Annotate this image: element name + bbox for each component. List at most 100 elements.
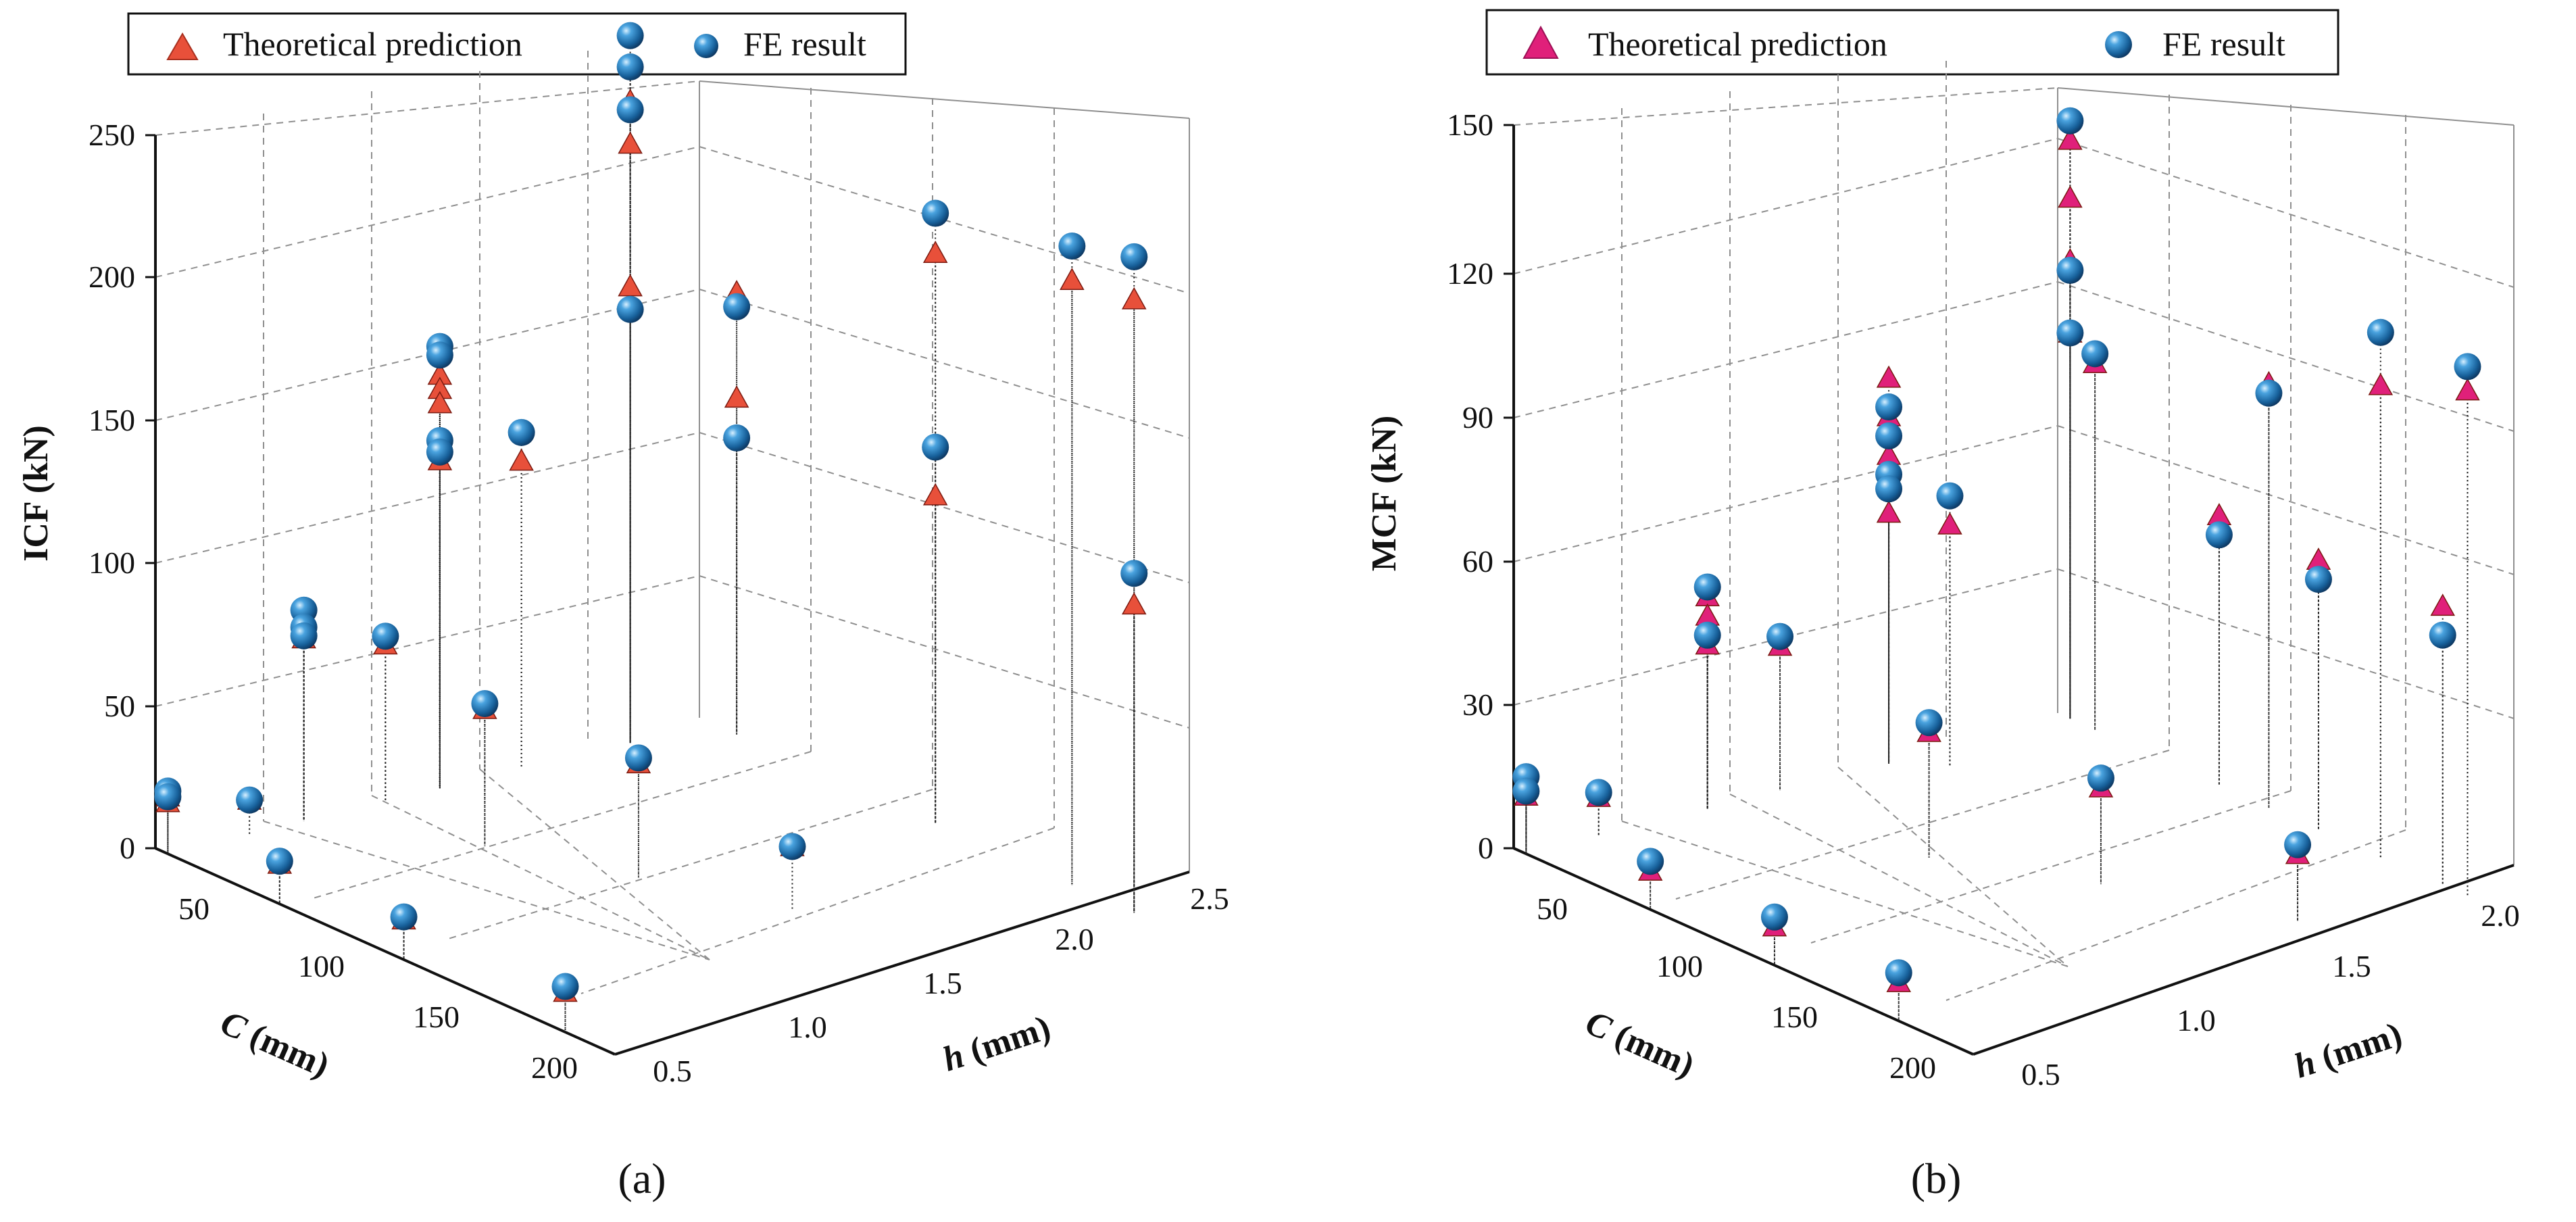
theoretical-prediction-point bbox=[1876, 365, 1902, 388]
x-axis-title-unit: (mm) bbox=[1602, 1013, 1700, 1085]
fe-result-point bbox=[2056, 319, 2084, 347]
theoretical-prediction-point bbox=[618, 274, 643, 297]
fe-result-point bbox=[616, 53, 644, 81]
fe-result-point bbox=[778, 833, 806, 860]
fe-result-point bbox=[1120, 560, 1148, 587]
theoretical-prediction-point bbox=[1937, 512, 1962, 535]
grid-a bbox=[155, 51, 1190, 1055]
fe-result-point bbox=[1915, 709, 1943, 737]
z-tick-label: 150 bbox=[1447, 107, 1493, 142]
theoretical-prediction-point bbox=[1876, 500, 1902, 523]
y-axis-title-a: h (mm) bbox=[938, 1008, 1055, 1079]
legend-b-theoretical-marker bbox=[1522, 25, 1559, 59]
fe-result-point bbox=[2255, 379, 2283, 407]
fe-result-point bbox=[723, 293, 751, 320]
x-ticks-a: 50 100 150 200 bbox=[178, 891, 578, 1085]
z-axis-title-a: ICF (kN) bbox=[17, 425, 55, 562]
fe-result-point bbox=[616, 295, 644, 323]
svg-text:h (mm): h (mm) bbox=[2289, 1015, 2406, 1086]
x-tick-label: 100 bbox=[298, 949, 345, 983]
fe-result-point bbox=[1875, 393, 1903, 421]
z-tick-label: 60 bbox=[1462, 544, 1493, 579]
panel-label-b: (b) bbox=[1911, 1154, 1962, 1202]
y-tick-label: 2.5 bbox=[1190, 881, 1229, 916]
legend-a-theoretical-label: Theoretical prediction bbox=[223, 25, 522, 63]
fe-result-point bbox=[154, 783, 182, 810]
axes-b bbox=[1504, 124, 2515, 1056]
z-tick-label: 0 bbox=[120, 831, 135, 865]
y-axis-title-unit: (mm) bbox=[957, 1008, 1055, 1073]
axes-a bbox=[145, 134, 1190, 1056]
fe-result-point bbox=[1875, 475, 1903, 503]
theoretical-prediction-point bbox=[2058, 185, 2083, 208]
x-tick-label: 100 bbox=[1656, 949, 1703, 983]
chart-panel-b: Theoretical prediction FE result bbox=[1365, 9, 2520, 1202]
theoretical-prediction-point bbox=[2058, 127, 2083, 150]
fe-result-point bbox=[2284, 831, 2312, 858]
data-marks-a bbox=[154, 22, 1148, 1033]
fe-result-point bbox=[2056, 256, 2084, 284]
fe-result-point bbox=[471, 689, 499, 717]
x-tick-label: 150 bbox=[1771, 1000, 1818, 1034]
grid-b bbox=[1513, 61, 2515, 1055]
theoretical-prediction-point bbox=[1121, 287, 1147, 310]
fe-result-point bbox=[2056, 107, 2084, 135]
theoretical-prediction-point bbox=[618, 131, 643, 154]
fe-result-point bbox=[290, 622, 318, 650]
y-tick-label: 1.0 bbox=[788, 1010, 827, 1044]
fe-result-point bbox=[1512, 777, 1540, 805]
fe-result-point bbox=[390, 903, 418, 931]
y-ticks-b: 0.5 1.0 1.5 2.0 bbox=[2021, 898, 2520, 1092]
theoretical-prediction-point bbox=[724, 385, 749, 408]
fe-result-point bbox=[1637, 848, 1664, 875]
y-tick-label: 0.5 bbox=[2021, 1057, 2060, 1092]
x-tick-label: 150 bbox=[413, 1000, 460, 1034]
x-tick-label: 200 bbox=[1889, 1050, 1936, 1085]
legend-a-fe-marker bbox=[694, 34, 718, 58]
theoretical-prediction-point bbox=[1060, 268, 1085, 291]
panel-label-a: (a) bbox=[618, 1154, 666, 1202]
x-axis-title-unit: (mm) bbox=[237, 1013, 335, 1085]
z-tick-label: 30 bbox=[1462, 687, 1493, 722]
fe-result-point bbox=[551, 973, 579, 1000]
fe-result-point bbox=[1760, 903, 1788, 931]
theoretical-prediction-point bbox=[2430, 593, 2456, 616]
z-tick-label: 0 bbox=[1478, 831, 1493, 865]
fe-result-point bbox=[922, 199, 949, 227]
fe-result-point bbox=[1058, 233, 1086, 260]
y-tick-label: 2.0 bbox=[1055, 922, 1094, 956]
legend-a-theoretical-marker bbox=[166, 32, 199, 60]
theoretical-prediction-point bbox=[2455, 378, 2480, 401]
legend-b: Theoretical prediction FE result bbox=[1485, 9, 2339, 76]
svg-text:h (mm): h (mm) bbox=[938, 1008, 1055, 1079]
x-tick-label: 50 bbox=[178, 891, 209, 926]
fe-result-point bbox=[1766, 622, 1794, 650]
z-tick-label: 150 bbox=[89, 403, 135, 437]
data-marks-b bbox=[1512, 107, 2481, 1021]
z-ticks-b: 0 30 60 90 120 150 bbox=[1447, 107, 1493, 865]
z-tick-label: 250 bbox=[89, 118, 135, 152]
fe-result-point bbox=[2205, 521, 2233, 549]
theoretical-prediction-point bbox=[2368, 372, 2394, 395]
legend-b-theoretical-label: Theoretical prediction bbox=[1588, 25, 1887, 63]
fe-result-point bbox=[426, 341, 453, 369]
z-tick-label: 200 bbox=[89, 260, 135, 294]
x-axis-title-a: C (mm) bbox=[215, 1004, 335, 1085]
fe-result-point bbox=[723, 424, 751, 451]
legend-b-fe-marker bbox=[2105, 31, 2132, 58]
fe-result-point bbox=[616, 96, 644, 124]
fe-result-point bbox=[2367, 318, 2394, 346]
fe-result-point bbox=[922, 433, 949, 461]
chart-panel-a: Theoretical prediction FE result bbox=[17, 12, 1229, 1202]
fe-result-point bbox=[426, 438, 453, 466]
fe-result-point bbox=[2081, 340, 2109, 368]
theoretical-prediction-point bbox=[427, 391, 453, 414]
fe-result-point bbox=[2429, 621, 2456, 649]
fe-result-point bbox=[236, 786, 264, 814]
y-tick-label: 0.5 bbox=[653, 1054, 692, 1088]
y-tick-label: 1.0 bbox=[2177, 1003, 2216, 1037]
theoretical-prediction-point bbox=[509, 448, 534, 471]
svg-text:C (mm): C (mm) bbox=[215, 1004, 335, 1085]
fe-result-point bbox=[2454, 353, 2481, 381]
theoretical-prediction-point bbox=[1121, 592, 1147, 615]
